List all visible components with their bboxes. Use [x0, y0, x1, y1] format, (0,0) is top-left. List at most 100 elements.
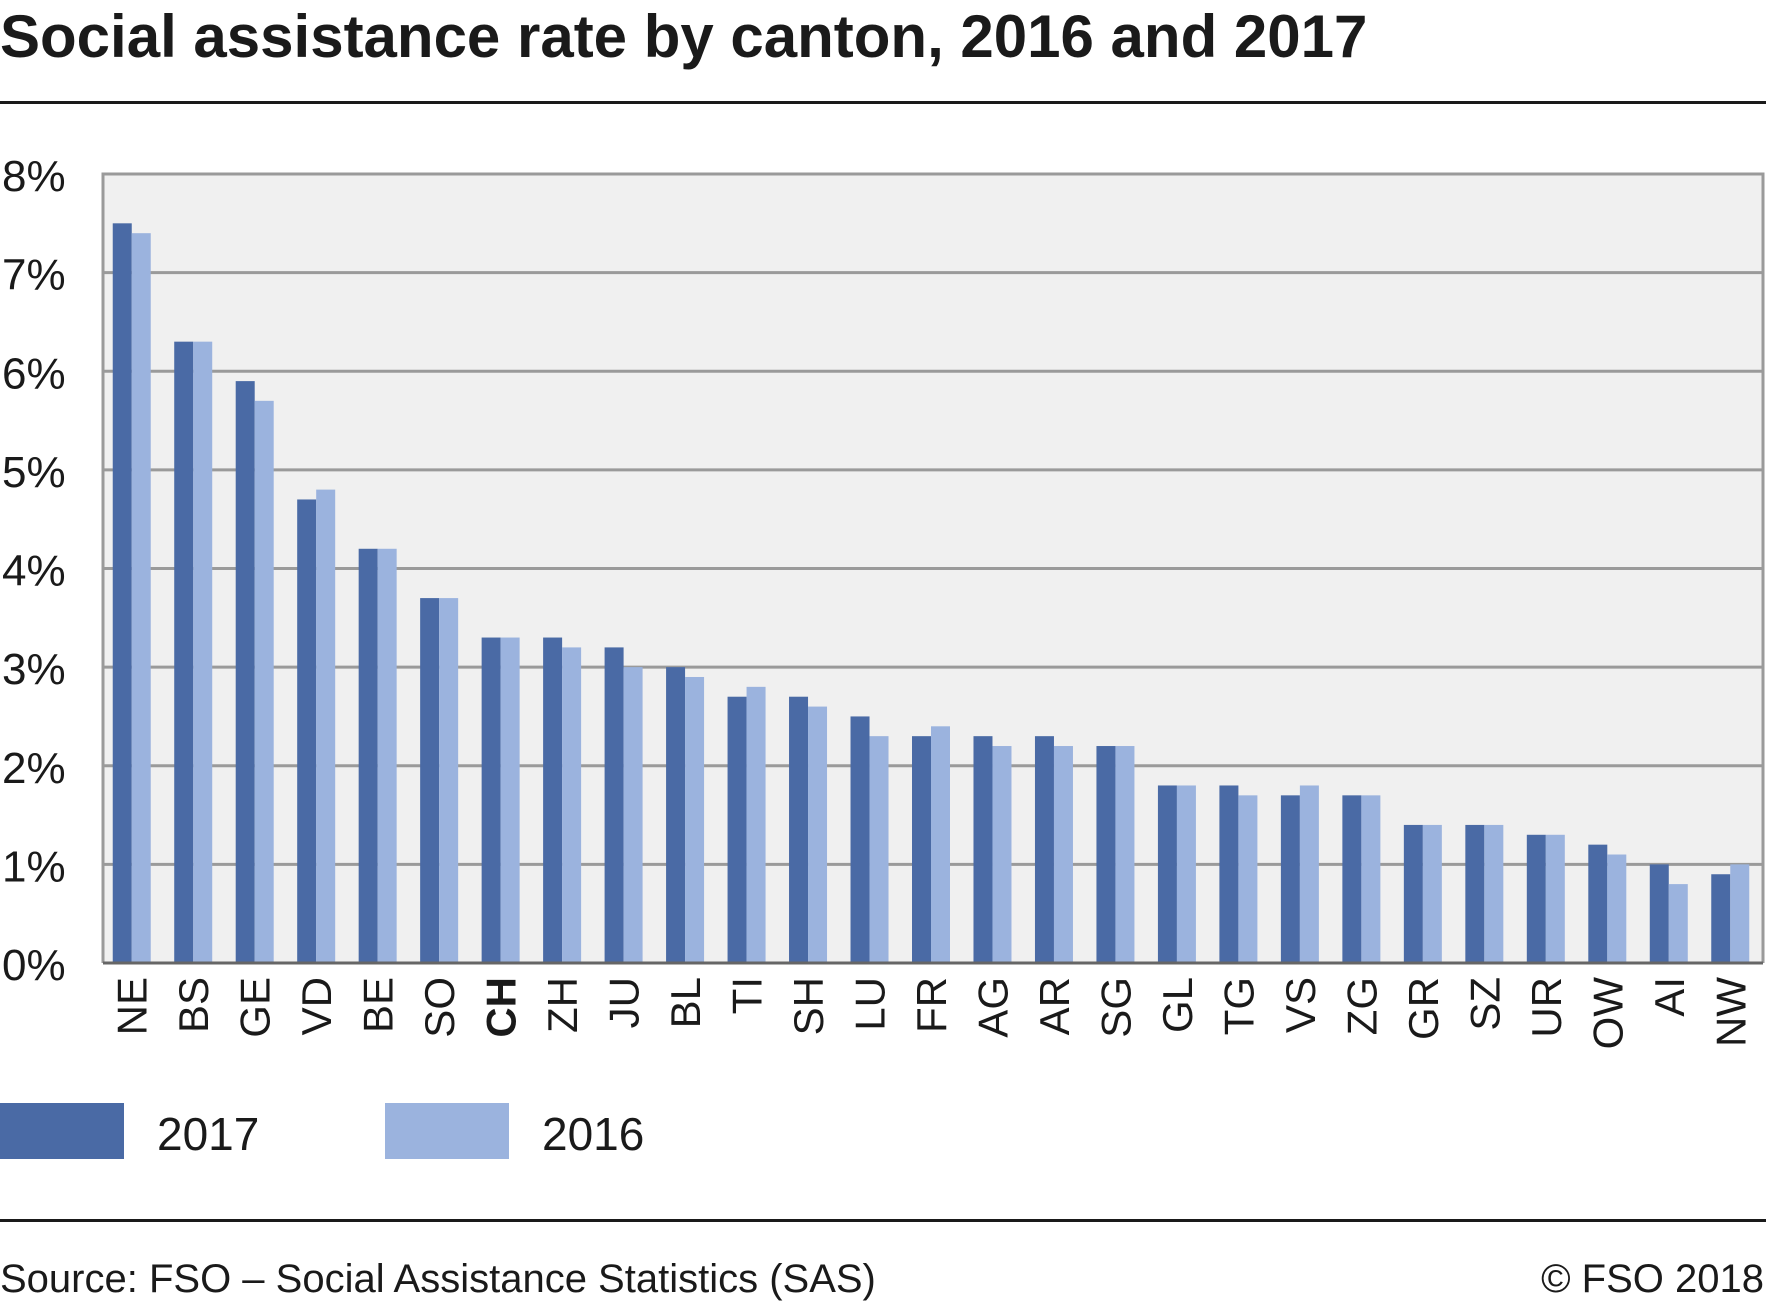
x-tick-label-sh: SH: [785, 977, 832, 1035]
bar-ch-2017: [481, 637, 501, 963]
bar-vd-2017: [297, 499, 317, 963]
x-tick-label-ne: NE: [109, 977, 156, 1035]
bar-gr-2017: [1403, 824, 1423, 963]
x-tick-label-zh: ZH: [539, 977, 586, 1033]
bar-ow-2016: [1607, 854, 1627, 963]
title-divider: [0, 101, 1766, 104]
bar-ag-2016: [992, 746, 1012, 963]
bar-ur-2016: [1545, 834, 1565, 963]
bar-chart: 0% 1% 2% 3% 4% 5% 6% 7% 8% NE BS GE VD BE SO CH ZH JU BL TI…: [2, 152, 1765, 1050]
bar-so-2017: [420, 598, 440, 963]
y-tick-label-0: 0%: [2, 941, 66, 990]
x-tick-label-bl: BL: [662, 977, 709, 1028]
copyright-note: © FSO 2018: [1541, 1257, 1764, 1301]
bar-ar-2016: [1053, 746, 1073, 963]
bar-zg-2017: [1342, 795, 1362, 963]
y-tick-label-8: 8%: [2, 152, 66, 201]
bar-bs-2017: [174, 341, 194, 964]
x-tick-label-ch: CH: [478, 977, 525, 1038]
bar-bs-2016: [193, 341, 213, 964]
bar-fr-2017: [912, 736, 931, 963]
bar-ai-2017: [1649, 864, 1669, 963]
bar-tg-2017: [1219, 785, 1239, 963]
x-tick-label-gr: GR: [1400, 977, 1447, 1040]
bar-ne-2017: [112, 223, 132, 963]
bar-gl-2016: [1176, 785, 1196, 963]
bar-zh-2016: [562, 647, 582, 963]
footer-divider: [0, 1219, 1766, 1222]
bar-sg-2016: [1115, 746, 1135, 963]
bar-ge-2017: [235, 381, 255, 963]
bar-sh-2017: [789, 696, 809, 963]
x-tick-label-gl: GL: [1154, 977, 1201, 1033]
x-tick-label-tg: TG: [1215, 977, 1262, 1035]
bar-lu-2017: [850, 716, 870, 963]
y-tick-label-1: 1%: [2, 842, 66, 891]
legend-label-2017: 2017: [157, 1108, 260, 1160]
bar-ju-2016: [623, 667, 643, 963]
chart-title: Social assistance rate by canton, 2016 a…: [0, 3, 1368, 70]
bar-ti-2017: [727, 696, 747, 963]
bar-ne-2016: [131, 233, 151, 964]
legend-swatch-2017: [0, 1103, 124, 1159]
x-tick-label-be: BE: [355, 977, 402, 1033]
bar-ur-2017: [1526, 834, 1546, 963]
bar-nw-2017: [1711, 874, 1731, 963]
x-tick-label-ag: AG: [969, 977, 1016, 1038]
x-tick-label-zg: ZG: [1338, 977, 1385, 1035]
bar-ai-2016: [1668, 884, 1688, 963]
x-tick-label-ti: TI: [724, 977, 771, 1014]
bar-tg-2016: [1238, 795, 1258, 963]
x-tick-label-ge: GE: [232, 977, 279, 1038]
y-tick-label-5: 5%: [2, 448, 66, 497]
bar-be-2017: [358, 548, 378, 963]
bar-fr-2016: [931, 726, 950, 963]
bar-zh-2017: [543, 637, 563, 963]
x-tick-label-bs: BS: [170, 977, 217, 1033]
bar-ju-2017: [604, 647, 624, 963]
x-tick-label-ow: OW: [1584, 977, 1631, 1050]
x-tick-label-nw: NW: [1707, 977, 1754, 1047]
legend-label-2016: 2016: [542, 1108, 645, 1160]
bar-sg-2017: [1096, 746, 1116, 963]
bar-sz-2017: [1465, 824, 1485, 963]
y-tick-label-6: 6%: [2, 349, 66, 398]
x-tick-label-sz: SZ: [1461, 977, 1508, 1031]
bar-bl-2016: [685, 676, 705, 963]
bar-gr-2016: [1422, 824, 1442, 963]
bar-so-2016: [439, 598, 459, 963]
bar-ow-2017: [1588, 844, 1608, 963]
x-tick-label-ai: AI: [1646, 977, 1693, 1017]
bar-ag-2017: [973, 736, 993, 963]
x-tick-label-ar: AR: [1031, 977, 1078, 1035]
y-tick-label-7: 7%: [2, 251, 66, 300]
x-tick-label-ur: UR: [1523, 977, 1570, 1038]
bar-vs-2017: [1280, 795, 1300, 963]
y-tick-label-3: 3%: [2, 645, 66, 694]
x-tick-label-sg: SG: [1092, 977, 1139, 1038]
source-note: Source: FSO – Social Assistance Statisti…: [0, 1257, 876, 1301]
y-tick-label-2: 2%: [2, 744, 66, 793]
x-tick-label-vs: VS: [1277, 977, 1324, 1033]
bar-lu-2016: [869, 736, 889, 963]
x-tick-label-fr: FR: [908, 977, 955, 1033]
bar-ch-2016: [500, 637, 520, 963]
bar-sh-2016: [808, 706, 828, 963]
bar-gl-2017: [1157, 785, 1177, 963]
bar-bl-2017: [666, 667, 686, 963]
bar-nw-2016: [1730, 864, 1750, 963]
bar-zg-2016: [1361, 795, 1381, 963]
bar-vd-2016: [316, 489, 336, 963]
bar-vs-2016: [1299, 785, 1319, 963]
x-tick-label-lu: LU: [847, 977, 894, 1031]
x-tick-label-ju: JU: [601, 977, 648, 1028]
x-tick-label-so: SO: [416, 977, 463, 1038]
legend-swatch-2016: [385, 1103, 509, 1159]
bar-sz-2016: [1484, 824, 1504, 963]
bar-ge-2016: [254, 400, 274, 963]
plot-frame: [101, 172, 1765, 963]
bar-ti-2016: [746, 686, 766, 963]
x-tick-label-vd: VD: [293, 977, 340, 1035]
y-tick-label-4: 4%: [2, 547, 66, 596]
bar-ar-2017: [1034, 736, 1054, 963]
